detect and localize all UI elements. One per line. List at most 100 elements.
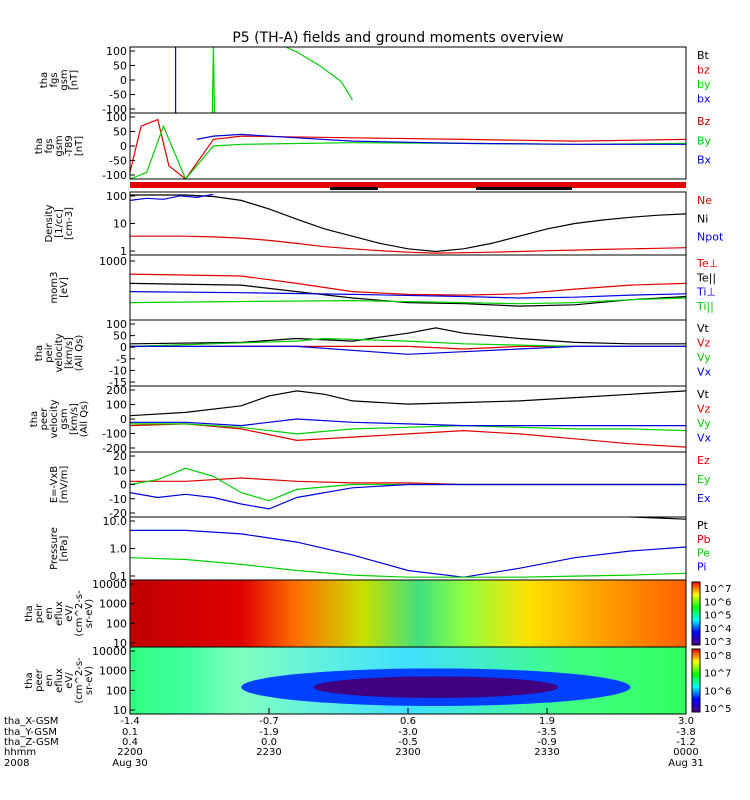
y-axis-label: fgs <box>44 138 55 153</box>
legend-entry: Ex <box>697 492 711 505</box>
series-line-Npot <box>129 193 214 201</box>
y-tick-label: 100 <box>106 190 127 203</box>
status-bar-segment <box>476 187 572 190</box>
legend-entry: Bz <box>697 115 711 128</box>
series-line-by_edge <box>211 46 216 114</box>
series-line-Ni <box>130 194 687 253</box>
x-tick-label: 0.1 <box>122 727 138 738</box>
colorbar-tick-label: 10^7 <box>704 584 731 595</box>
panel-peer_vel: 200 1000 -100-200 tha peer velocity gsm [km/s](… <box>29 384 712 455</box>
x-tick-label: 2230 <box>256 747 281 758</box>
y-axis-label: [km/s] <box>69 403 80 435</box>
y-tick-label: 100 <box>106 399 127 412</box>
legend-entry: Te⊥ <box>696 257 718 270</box>
colorbar-tick-label: 10^5 <box>704 704 731 715</box>
y-axis-label: [nT] <box>74 136 85 156</box>
legend-entry: Ne <box>697 194 712 207</box>
series-line-Te⊥ <box>129 273 687 296</box>
series-line-Vy <box>130 423 687 435</box>
y-axis-label: peir <box>44 342 55 362</box>
colorbar-tick-label: 10^6 <box>704 686 731 697</box>
series-line-Ne <box>130 235 687 254</box>
y-tick-label: 0.1 <box>110 570 128 583</box>
x-tick-label: 0.4 <box>122 737 138 748</box>
panel-fgs_t89: 100 500 -50-100 tha fgs gsm -T89 [nT] Bz By Bx <box>34 111 712 182</box>
y-tick-label: -200 <box>102 442 127 455</box>
y-tick-label: 0 <box>120 413 127 426</box>
y-tick-label: -100 <box>102 169 127 182</box>
legend-entry: Ni <box>697 212 708 225</box>
legend-entry: bz <box>697 64 710 77</box>
series-line-Vt <box>129 327 686 345</box>
legend-entry: Ti|| <box>696 300 714 313</box>
y-axis-label: peer <box>34 668 45 692</box>
x-tick-label: Aug 31 <box>668 758 703 769</box>
y-tick-label: 200 <box>106 384 127 397</box>
x-tick-label: 2200 <box>117 747 142 758</box>
series-line-by <box>285 46 353 101</box>
y-tick-label: 10 <box>113 464 127 477</box>
y-tick-label: -15 <box>109 376 127 389</box>
colorbar-scale <box>691 581 701 646</box>
y-axis-label: eV/ <box>64 605 75 622</box>
y-axis-label: gsm <box>59 408 70 429</box>
y-tick-label: 100 <box>106 111 127 124</box>
series-line-Te|| <box>129 282 687 307</box>
series-line-bx <box>175 47 178 114</box>
x-tick-label: 2300 <box>395 747 420 758</box>
y-tick-label: -5 <box>116 353 127 366</box>
legend-entry: Ez <box>697 454 710 467</box>
y-axis-label: [mV/m] <box>59 466 70 504</box>
y-axis-label: mom3 <box>49 272 60 304</box>
y-tick-label: 100 <box>106 684 127 697</box>
x-tick-label: -3.8 <box>676 727 696 738</box>
legend-entry: by <box>697 78 711 91</box>
x-tick-label: 0000 <box>673 747 698 758</box>
x-row-label: tha_Y-GSM <box>4 727 57 738</box>
series-line-Ez <box>130 477 686 486</box>
legend-entry: Bx <box>697 154 712 167</box>
y-tick-label: -10 <box>109 493 127 506</box>
y-tick-label: 10.0 <box>103 515 128 528</box>
x-row-label: 2008 <box>4 758 29 769</box>
legend-entry: By <box>697 134 712 147</box>
y-tick-label: 10 <box>113 704 127 717</box>
y-tick-label: -50 <box>109 155 127 168</box>
y-axis-label: [eV] <box>59 277 70 298</box>
legend-entry: Bt <box>697 49 710 62</box>
legend-entry: Vy <box>697 417 711 430</box>
series-line-Bz <box>129 118 687 180</box>
x-tick-label: 1.9 <box>539 716 555 727</box>
y-axis-label: eflux <box>54 668 65 693</box>
y-axis-label: velocity <box>49 399 60 438</box>
y-tick-label: 1000 <box>99 665 127 678</box>
y-axis-label: [km/s] <box>64 337 75 369</box>
y-axis-label: [1/cc] <box>54 209 65 238</box>
x-tick-label: -3.5 <box>537 727 557 738</box>
y-axis-label: gsm <box>54 135 65 156</box>
x-tick-label: 2330 <box>534 747 559 758</box>
y-axis-label: tha <box>24 672 35 688</box>
status-bar-segment <box>330 187 378 190</box>
figure-title: P5 (TH-A) fields and ground moments over… <box>232 30 563 46</box>
y-axis-label: (All Qs) <box>79 401 90 438</box>
y-tick-label: 10 <box>113 637 127 650</box>
x-row-label: tha_X-GSM <box>4 716 58 727</box>
y-tick-label: 1000 <box>99 598 127 611</box>
x-tick-label: -1.4 <box>120 716 140 727</box>
y-tick-label: -20 <box>109 507 127 520</box>
series-line-Ex <box>129 483 686 510</box>
colorbar-scale <box>691 648 701 713</box>
y-tick-label: 1.0 <box>110 543 128 556</box>
y-tick-label: 1000 <box>99 255 127 268</box>
colorbar-tick-label: 10^3 <box>704 637 731 648</box>
panel-peir_spec: 10000 1000 100 10 tha peir en eflux eV/(cm^2-s-s… <box>24 578 731 650</box>
colorbar: 10^7 10^6 10^5 10^4 10^3 <box>691 581 731 648</box>
y-axis-label: E=-VxB <box>49 466 60 503</box>
legend-entry: Te|| <box>696 271 716 284</box>
colorbar-tick-label: 10^8 <box>704 651 731 662</box>
y-axis-label: gsm <box>59 69 70 90</box>
y-axis-label: en <box>44 674 55 687</box>
